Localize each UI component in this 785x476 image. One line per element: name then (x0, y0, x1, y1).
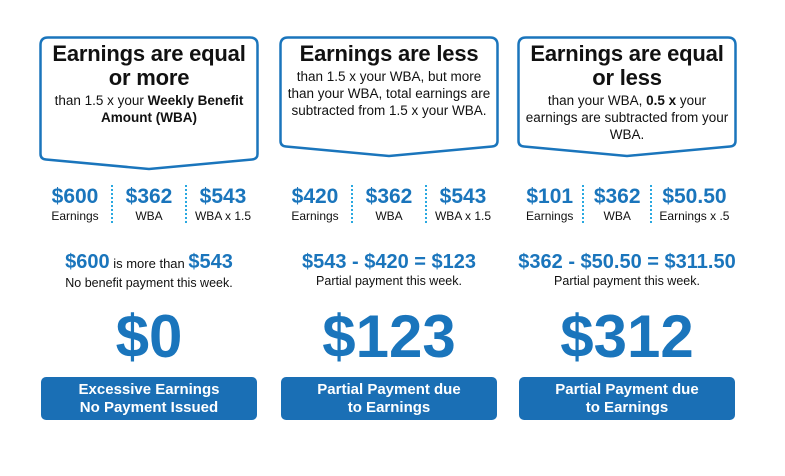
payment-result: $312 (560, 303, 694, 370)
value-earnings: $420 Earnings (291, 185, 339, 223)
value-wba: $362 WBA (111, 185, 185, 223)
values-row: $600 Earnings $362 WBA $543 WBA x 1.5 (39, 185, 259, 223)
status-badge: Partial Payment due to Earnings (281, 377, 497, 420)
callout-title: Earnings are less (299, 41, 479, 66)
callout-shape (517, 36, 737, 158)
callout-title: Earnings are equal or less (530, 41, 724, 90)
panel-partial-less-than-1-5: Earnings are less than 1.5 x your WBA, b… (279, 0, 499, 476)
values-row: $420 Earnings $362 WBA $543 WBA x 1.5 (279, 185, 499, 223)
callout-box: Earnings are equal or less than your WBA… (517, 36, 737, 170)
panel-partial-equal-or-less: Earnings are equal or less than your WBA… (517, 0, 737, 476)
panel-excessive-earnings: Earnings are equal or more than 1.5 x yo… (39, 0, 259, 476)
value-wba-x-1-5: $543 WBA x 1.5 (425, 185, 499, 223)
value-earnings: $600 Earnings (51, 185, 99, 223)
payment-result: $123 (322, 303, 456, 370)
payment-note: Partial payment this week. (316, 274, 462, 288)
callout-subtitle: than 1.5 x your WBA, but more than your … (287, 69, 491, 118)
value-earnings: $101 Earnings (526, 185, 574, 223)
comparison-statement: $600 is more than $543 No benefit paymen… (19, 250, 279, 291)
value-wba: $362 WBA (351, 185, 425, 223)
callout-title: Earnings are equal or more (52, 41, 246, 90)
status-badge: Partial Payment due to Earnings (519, 377, 735, 420)
callout-subtitle: than your WBA, 0.5 x your earnings are s… (525, 93, 729, 142)
payment-result: $0 (115, 303, 183, 370)
callout-box: Earnings are less than 1.5 x your WBA, b… (279, 36, 499, 164)
equation-statement: $543 - $420 = $123 Partial payment this … (259, 250, 519, 289)
value-wba: $362 WBA (582, 185, 649, 223)
value-earnings-x-half: $50.50 Earnings x .5 (649, 185, 737, 223)
payment-note: Partial payment this week. (554, 274, 700, 288)
values-row: $101 Earnings $362 WBA $50.50 Earnings x .5 (517, 185, 737, 223)
value-wba-x-1-5: $543 WBA x 1.5 (185, 185, 259, 223)
callout-subtitle: than 1.5 x your Weekly Benefit Amount (W… (54, 93, 244, 125)
callout-shape (279, 36, 499, 158)
callout-box: Earnings are equal or more than 1.5 x yo… (39, 36, 259, 171)
payment-note: No benefit payment this week. (65, 276, 233, 290)
equation-statement: $362 - $50.50 = $311.50 Partial payment … (497, 250, 757, 289)
status-badge: Excessive Earnings No Payment Issued (41, 377, 257, 420)
